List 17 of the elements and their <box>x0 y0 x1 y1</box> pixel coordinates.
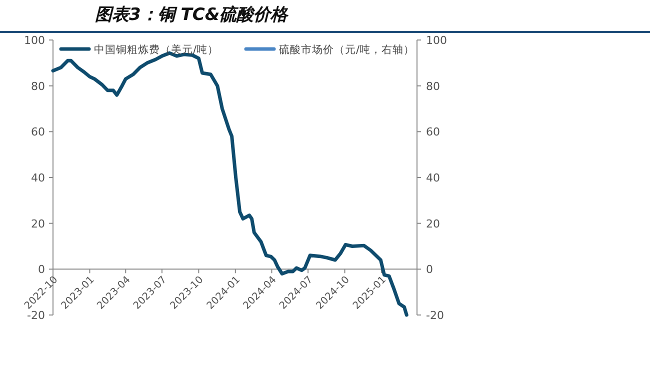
y2-tick-label: 20 <box>426 217 440 230</box>
y2-tick-label: 80 <box>426 80 440 93</box>
legend-label: 中国铜粗炼费（美元/吨） <box>94 43 219 56</box>
y2-tick-label: 40 <box>426 172 440 184</box>
y-tick-label: 60 <box>31 126 45 139</box>
legend-label: 硫酸市场价（元/吨，右轴） <box>279 43 415 56</box>
y-tick-label: 20 <box>31 217 45 230</box>
y2-tick-label: 60 <box>426 126 440 139</box>
y2-tick-label: 0 <box>426 263 433 276</box>
y2-tick-label: -20 <box>426 309 444 322</box>
y-tick-label: 40 <box>31 172 45 184</box>
y-tick-label: 100 <box>24 34 45 47</box>
y2-tick-label: 100 <box>426 34 447 47</box>
y-tick-label: 80 <box>31 80 45 93</box>
y-tick-label: -20 <box>27 309 45 322</box>
y-tick-label: 0 <box>38 263 45 276</box>
chart-title: 图表3：铜 TC&硫酸价格 <box>95 5 290 25</box>
